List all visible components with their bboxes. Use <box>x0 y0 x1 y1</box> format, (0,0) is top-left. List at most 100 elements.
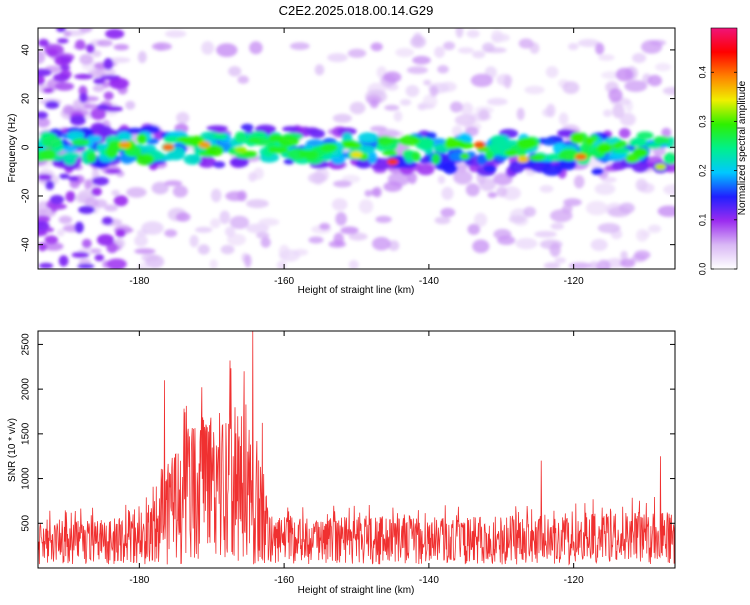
heatmap-cell <box>358 199 374 214</box>
heatmap-cell <box>210 188 222 203</box>
heatmap-cell <box>176 112 190 124</box>
heatmap-cell <box>460 102 474 116</box>
heatmap-ylabel: Frequency (Hz) <box>7 114 18 183</box>
heatmap-cell <box>65 191 76 203</box>
heatmap-cell <box>503 74 512 89</box>
heatmap-cell <box>485 150 494 161</box>
heatmap-cell <box>249 41 263 55</box>
heatmap-cell <box>594 183 616 195</box>
heatmap-cell <box>198 141 211 149</box>
heatmap-cell <box>611 142 622 149</box>
heatmap-cell <box>220 244 235 255</box>
heatmap-cell <box>524 85 545 95</box>
heatmap-cell <box>619 202 635 214</box>
heatmap-cell <box>49 194 65 205</box>
heatmap-cell <box>437 175 446 184</box>
heatmap-cell <box>53 73 70 82</box>
heatmap-cell <box>57 38 69 44</box>
heatmap-cell <box>465 183 480 197</box>
heatmap-cell <box>109 77 129 90</box>
heatmap-cell <box>248 137 261 144</box>
heatmap-cell <box>86 151 97 163</box>
heatmap-cell <box>141 221 164 235</box>
heatmap-cell <box>437 65 449 74</box>
heatmap-cell <box>78 85 88 96</box>
heatmap-cell <box>96 234 115 246</box>
heatmap-cell <box>648 224 662 233</box>
heatmap-ytick-label: 20 <box>21 93 32 105</box>
heatmap-cell <box>109 57 131 63</box>
heatmap-cell <box>137 51 147 64</box>
heatmap-cell <box>558 112 569 126</box>
chart-title: C2E2.2025.018.00.14.G29 <box>279 3 434 18</box>
heatmap-cell <box>425 132 437 140</box>
heatmap-cell <box>383 71 402 83</box>
heatmap-cell <box>636 228 649 242</box>
heatmap-cell <box>585 136 595 146</box>
heatmap-cell <box>151 181 169 195</box>
heatmap-cell <box>67 130 85 140</box>
heatmap-cell <box>175 212 191 222</box>
heatmap-cell <box>331 198 348 211</box>
heatmap-cell <box>38 173 52 181</box>
heatmap-cell <box>466 29 480 38</box>
heatmap-cell <box>47 203 67 210</box>
heatmap-cell <box>134 248 156 255</box>
heatmap-cell <box>398 135 420 146</box>
heatmap-cell <box>79 54 94 65</box>
heatmap-cell <box>136 133 148 145</box>
heatmap-cell <box>38 117 51 128</box>
heatmap-cell <box>206 125 228 132</box>
colorbar-tick-label: 0.0 <box>697 263 707 276</box>
heatmap-cell <box>54 82 75 91</box>
heatmap-ytick-label: 40 <box>21 44 32 56</box>
heatmap-cell <box>46 48 59 57</box>
heatmap-cell <box>106 258 127 269</box>
heatmap-cell <box>612 103 625 119</box>
heatmap-cell <box>314 64 325 76</box>
heatmap-cell <box>558 158 577 171</box>
heatmap-cell <box>474 212 488 227</box>
heatmap-cell <box>478 109 490 121</box>
heatmap-cell <box>340 226 359 235</box>
snr-ytick-label: 500 <box>21 515 32 532</box>
heatmap-cell <box>619 112 636 126</box>
heatmap-cell <box>38 220 50 231</box>
heatmap-cell <box>81 238 92 249</box>
heatmap-cell <box>79 28 93 33</box>
heatmap-cell <box>384 104 400 111</box>
heatmap-cell <box>201 41 215 55</box>
heatmap-cell <box>224 226 236 237</box>
heatmap-cell <box>256 232 270 239</box>
heatmap-cell <box>197 156 216 168</box>
heatmap-cell <box>69 115 86 126</box>
heatmap-cell <box>38 262 54 269</box>
heatmap-cell <box>42 87 54 94</box>
snr-frame <box>37 330 676 569</box>
heatmap-cell <box>92 50 102 58</box>
heatmap-cell <box>367 151 378 164</box>
heatmap-cell <box>63 153 77 166</box>
heatmap-cell <box>115 228 126 238</box>
heatmap-cell <box>230 156 249 168</box>
heatmap-cell <box>105 28 125 39</box>
heatmap-cell <box>467 223 481 235</box>
heatmap-cell <box>61 145 78 152</box>
heatmap-cell <box>38 75 45 86</box>
heatmap-cell <box>246 199 269 209</box>
heatmap-frame <box>37 27 676 270</box>
heatmap-cell <box>423 79 432 86</box>
heatmap-cell <box>84 179 92 190</box>
heatmap-cell <box>358 132 380 144</box>
heatmap-cell <box>490 135 506 146</box>
heatmap-cell <box>111 189 120 196</box>
heatmap-cell <box>258 218 280 227</box>
colorbar-label: Normalized spectral amplitude <box>737 80 748 215</box>
heatmap-cell <box>476 153 488 165</box>
heatmap-cell <box>652 146 666 156</box>
heatmap-cell <box>412 55 431 65</box>
heatmap-cell <box>442 162 458 175</box>
heatmap-cell <box>646 142 662 150</box>
heatmap-cell <box>441 186 454 200</box>
